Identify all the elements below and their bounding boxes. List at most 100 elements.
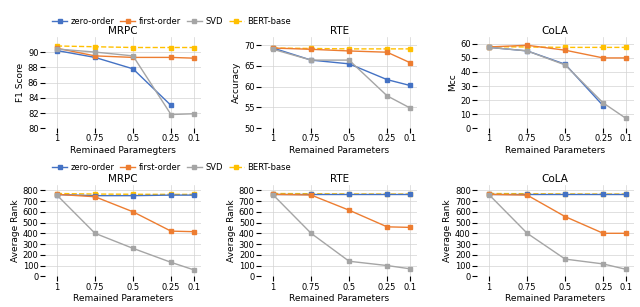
Line: BERT-base: BERT-base — [488, 45, 628, 49]
SVD — [91, 231, 99, 235]
zero-order — [406, 84, 413, 87]
BERT-base — [190, 192, 198, 196]
first-order — [599, 56, 607, 60]
Line: first-order: first-order — [55, 47, 196, 60]
BERT-base — [561, 45, 569, 49]
SVD — [406, 267, 413, 270]
Y-axis label: F1 Score: F1 Score — [16, 63, 25, 102]
Line: BERT-base: BERT-base — [55, 192, 196, 196]
BERT-base — [622, 192, 630, 196]
Line: BERT-base: BERT-base — [271, 192, 412, 196]
Line: zero-order: zero-order — [271, 46, 412, 87]
SVD — [345, 58, 353, 62]
BERT-base — [307, 192, 315, 196]
zero-order — [561, 62, 569, 66]
first-order — [345, 208, 353, 212]
Y-axis label: Average Rank: Average Rank — [443, 199, 452, 262]
BERT-base — [524, 192, 531, 196]
BERT-base — [91, 192, 99, 196]
first-order — [383, 50, 391, 54]
SVD — [622, 267, 630, 271]
SVD — [485, 45, 493, 49]
BERT-base — [524, 45, 531, 49]
Title: MRPC: MRPC — [108, 174, 138, 184]
BERT-base — [269, 192, 277, 195]
BERT-base — [561, 192, 569, 196]
SVD — [599, 101, 607, 105]
Line: first-order: first-order — [55, 192, 196, 233]
SVD — [383, 94, 391, 98]
BERT-base — [485, 192, 493, 195]
first-order — [190, 56, 198, 60]
Title: CoLA: CoLA — [542, 26, 569, 36]
first-order — [167, 56, 175, 59]
first-order — [406, 61, 413, 64]
Line: first-order: first-order — [271, 46, 412, 64]
zero-order — [91, 56, 99, 59]
Title: CoLA: CoLA — [542, 174, 569, 184]
X-axis label: Remained Parameters: Remained Parameters — [505, 294, 605, 303]
BERT-base — [485, 45, 493, 49]
SVD — [53, 47, 61, 51]
first-order — [599, 231, 607, 235]
SVD — [269, 193, 277, 197]
Title: RTE: RTE — [330, 26, 349, 36]
Line: zero-order: zero-order — [488, 192, 628, 196]
first-order — [524, 43, 531, 47]
zero-order — [129, 194, 137, 197]
zero-order — [485, 192, 493, 196]
first-order — [406, 226, 413, 229]
Y-axis label: Mcc: Mcc — [449, 74, 458, 91]
first-order — [53, 46, 61, 50]
BERT-base — [406, 47, 413, 51]
BERT-base — [383, 47, 391, 51]
first-order — [622, 231, 630, 235]
BERT-base — [167, 192, 175, 196]
zero-order — [345, 192, 353, 196]
SVD — [307, 58, 315, 62]
first-order — [307, 48, 315, 51]
Line: zero-order: zero-order — [55, 193, 196, 197]
SVD — [307, 231, 315, 235]
zero-order — [524, 192, 531, 196]
Line: SVD: SVD — [55, 47, 196, 116]
zero-order — [307, 192, 315, 196]
SVD — [485, 193, 493, 197]
SVD — [524, 49, 531, 53]
SVD — [190, 112, 198, 116]
Line: zero-order: zero-order — [271, 192, 412, 196]
zero-order — [406, 192, 413, 196]
zero-order — [269, 192, 277, 196]
Line: zero-order: zero-order — [488, 46, 605, 107]
Line: zero-order: zero-order — [55, 49, 173, 107]
X-axis label: Remained Parameters: Remained Parameters — [73, 294, 173, 303]
X-axis label: Remained Parameters: Remained Parameters — [289, 146, 389, 155]
SVD — [167, 260, 175, 264]
Line: BERT-base: BERT-base — [55, 44, 196, 49]
BERT-base — [345, 192, 353, 196]
first-order — [167, 229, 175, 233]
BERT-base — [129, 192, 137, 196]
zero-order — [561, 192, 569, 196]
SVD — [524, 231, 531, 235]
zero-order — [599, 192, 607, 196]
first-order — [91, 195, 99, 199]
first-order — [269, 46, 277, 50]
BERT-base — [345, 47, 353, 51]
BERT-base — [129, 46, 137, 49]
first-order — [485, 45, 493, 49]
zero-order — [167, 103, 175, 107]
zero-order — [524, 49, 531, 53]
zero-order — [91, 194, 99, 197]
Line: SVD: SVD — [488, 46, 628, 120]
Line: SVD: SVD — [488, 193, 628, 271]
first-order — [129, 56, 137, 59]
X-axis label: Remained Parameters: Remained Parameters — [505, 146, 605, 155]
Y-axis label: Average Rank: Average Rank — [11, 199, 20, 262]
BERT-base — [53, 192, 61, 195]
SVD — [53, 193, 61, 197]
BERT-base — [622, 45, 630, 49]
BERT-base — [269, 46, 277, 50]
zero-order — [167, 193, 175, 197]
SVD — [561, 63, 569, 67]
